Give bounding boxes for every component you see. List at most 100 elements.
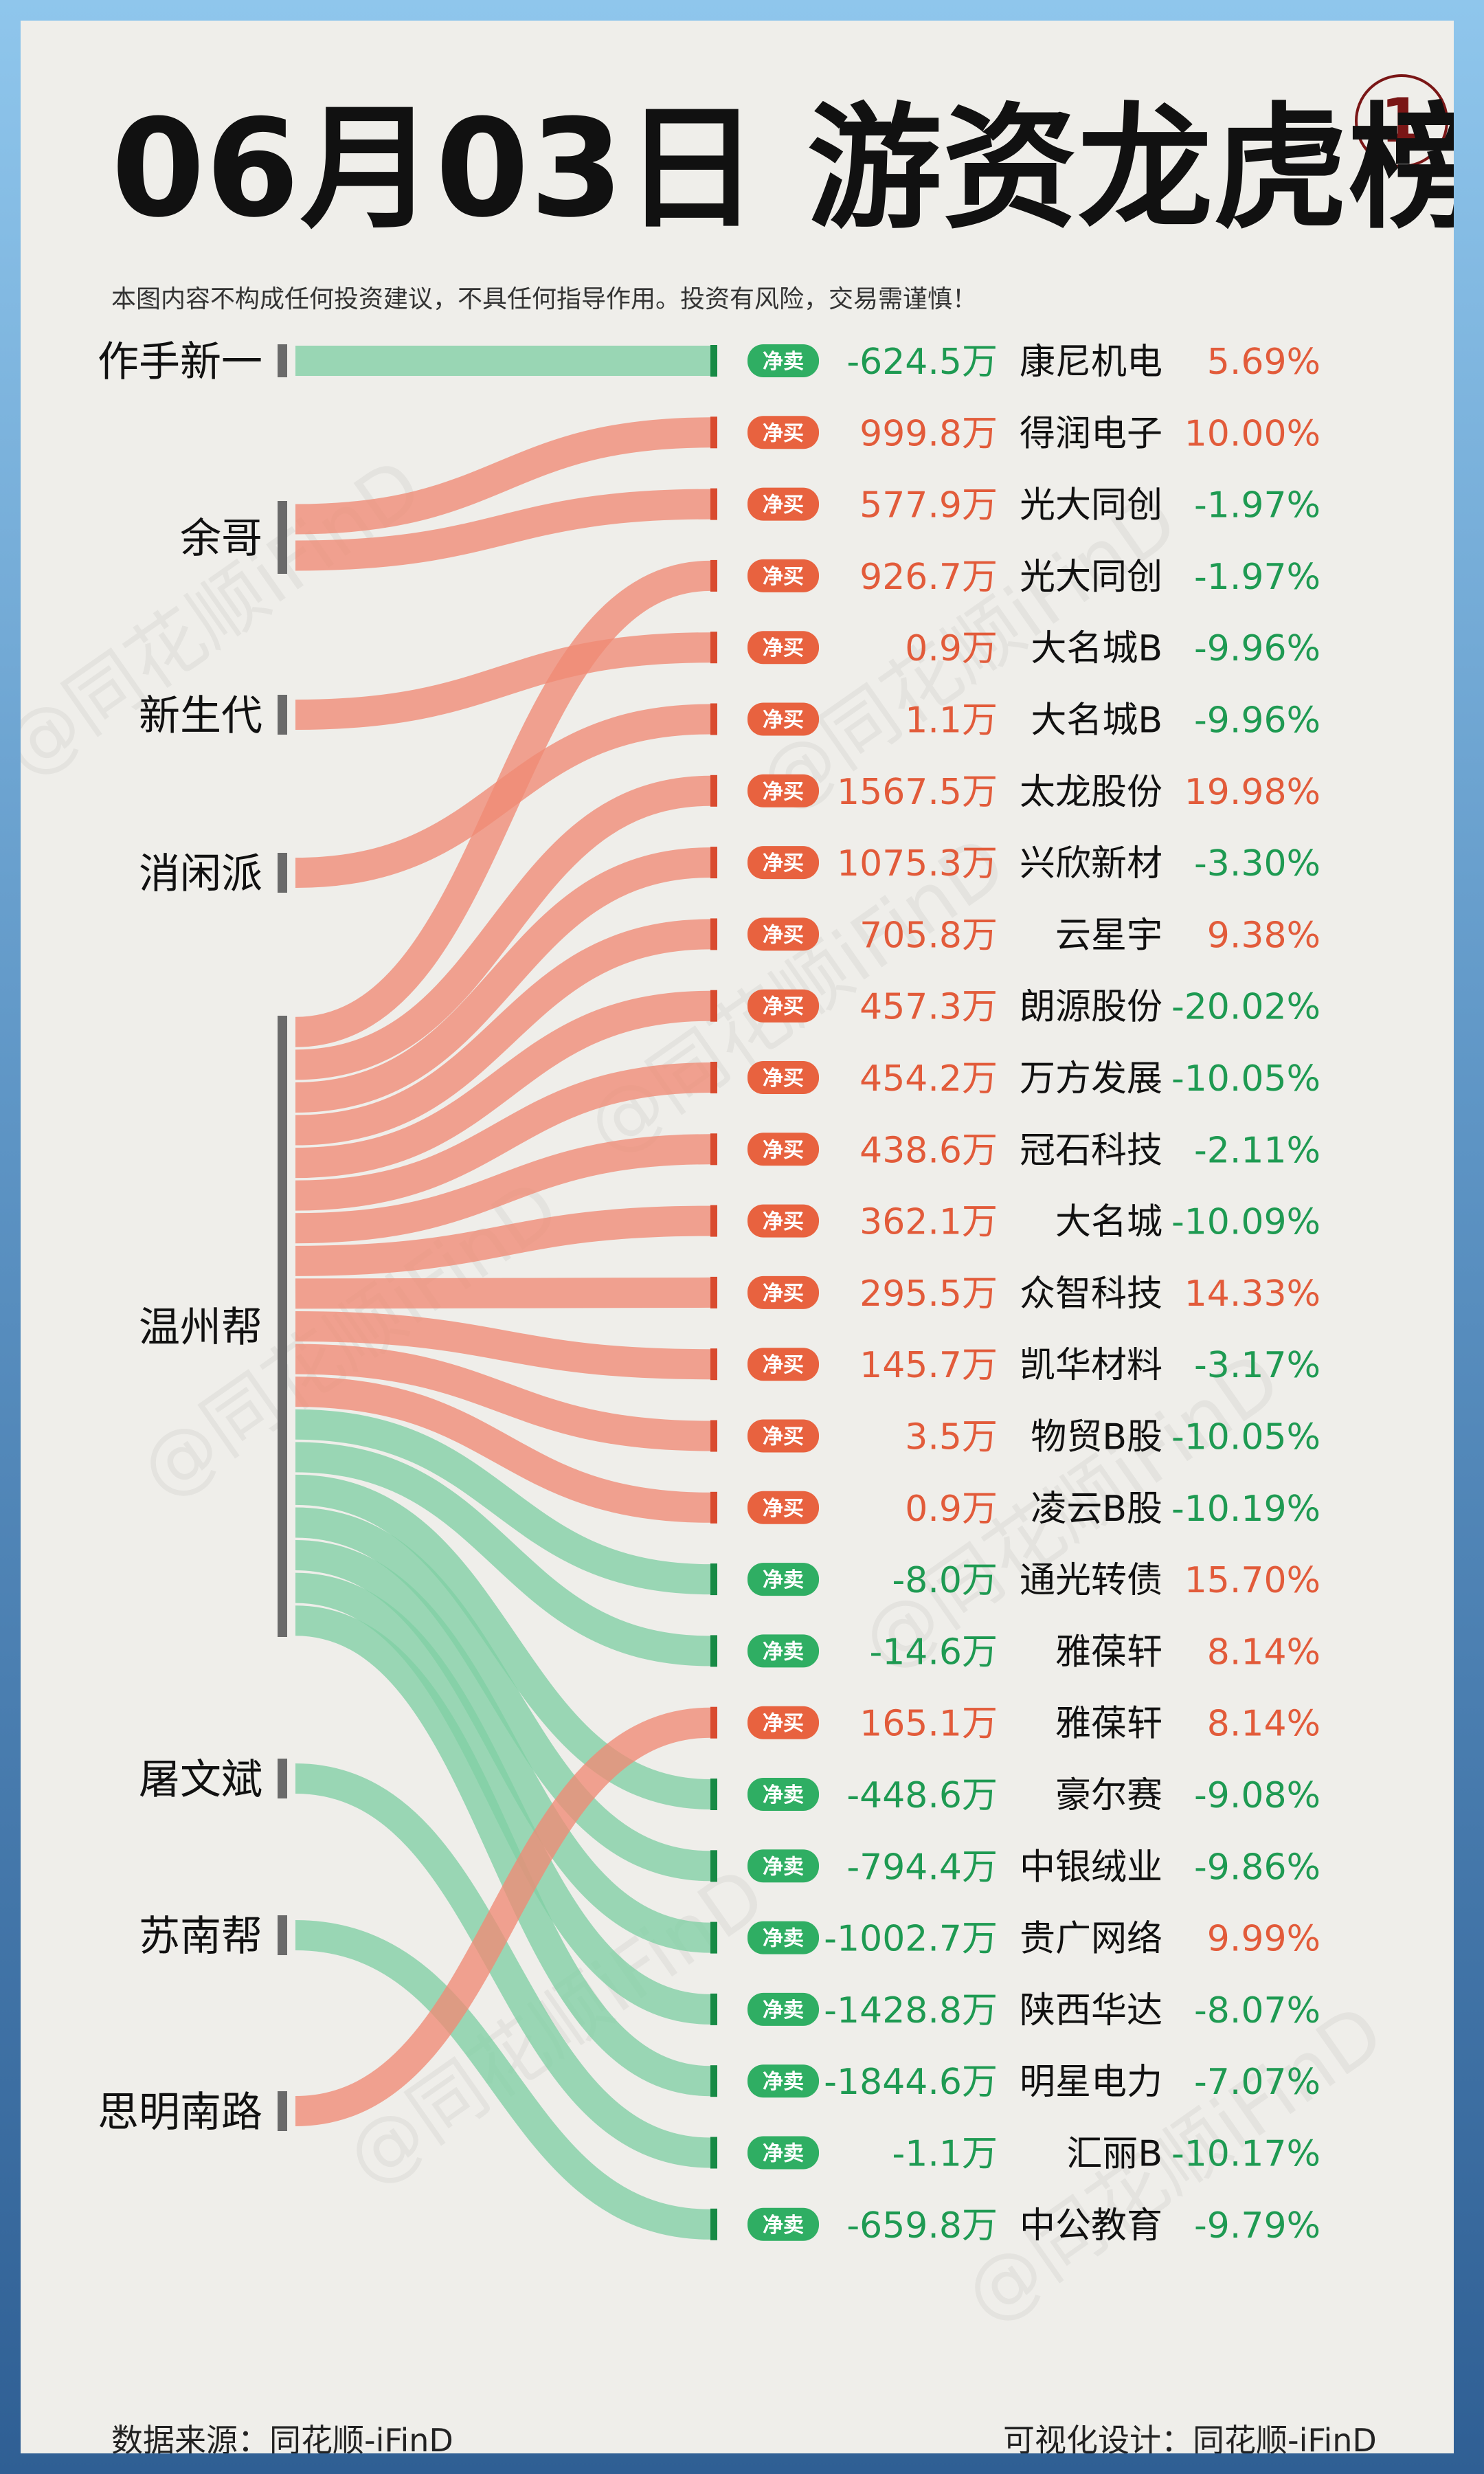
stock-row: 净卖 -659.8万 中公教育 -9.79% (710, 2205, 1320, 2247)
page-title: 06月03日 游资龙虎榜 (111, 91, 1454, 247)
stock-name: 大名城 (1055, 1202, 1162, 1243)
net-sell-tag (747, 2136, 819, 2170)
stock-row: 净买 1075.3万 兴欣新材 -3.30% (710, 843, 1320, 884)
trade-type-label: 净买 (763, 1210, 804, 1234)
stock-name: 贵广网络 (1020, 1919, 1162, 1960)
price-change: 15.70% (1184, 1560, 1320, 1601)
trader-bar (278, 1016, 287, 1637)
flow-band (295, 1707, 711, 2126)
net-buy-tag (747, 1061, 819, 1094)
net-buy-tag (747, 559, 819, 592)
net-amount: 0.9万 (905, 628, 998, 669)
stock-row: 净卖 -1428.8万 陕西华达 -8.07% (710, 1990, 1320, 2031)
stock-name: 雅葆轩 (1055, 1631, 1162, 1673)
trade-type-label: 净买 (763, 709, 804, 733)
price-change: 10.00% (1184, 413, 1320, 454)
trader-bar (278, 1915, 287, 1955)
trade-type-label: 净买 (763, 1282, 804, 1306)
stock-row: 净买 457.3万 朗源股份 -20.02% (710, 987, 1320, 1028)
stock-row: 净买 295.5万 众智科技 14.33% (710, 1273, 1320, 1315)
net-buy-tag (747, 1491, 819, 1524)
trader-bar (278, 853, 287, 893)
trade-type-label: 净卖 (763, 1998, 804, 2022)
stock-name: 豪尔赛 (1055, 1775, 1162, 1816)
trade-type-label: 净买 (763, 1138, 804, 1162)
flow-band (295, 1474, 711, 1809)
flow-band (295, 560, 711, 1047)
price-change: -20.02% (1171, 987, 1320, 1028)
net-sell-tag (747, 2207, 819, 2241)
net-buy-tag (747, 774, 819, 807)
row-end-bar (710, 1921, 717, 1954)
stock-name: 冠石科技 (1020, 1130, 1162, 1171)
trader-bar (278, 695, 287, 735)
price-change: 8.14% (1207, 1704, 1320, 1745)
trader-name: 作手新一 (98, 338, 262, 386)
stock-name: 凯华材料 (1020, 1345, 1162, 1386)
row-end-bar (710, 416, 717, 449)
data-source-note: 数据来源：同花顺-iFinD (111, 2422, 453, 2453)
flow-band (295, 1377, 711, 1523)
stock-name: 朗源股份 (1020, 987, 1162, 1028)
trader-bar (278, 1759, 287, 1798)
net-buy-tag (747, 1419, 819, 1453)
stock-row: 净买 145.7万 凯华材料 -3.17% (710, 1345, 1320, 1386)
flow-band (295, 1763, 711, 2168)
trader-name: 余哥 (180, 515, 262, 563)
price-change: -1.97% (1194, 557, 1320, 598)
net-amount: 0.9万 (905, 1489, 998, 1530)
stock-row: 净买 165.1万 雅葆轩 8.14% (710, 1704, 1320, 1745)
flow-band (295, 1920, 711, 2240)
page-number-badge: 1 (1355, 74, 1448, 168)
net-amount: 165.1万 (859, 1704, 998, 1745)
stock-row: 净买 577.9万 光大同创 -1.97% (710, 485, 1320, 526)
net-amount: -8.0万 (892, 1560, 998, 1601)
flow-band (295, 1311, 711, 1380)
net-buy-tag (747, 989, 819, 1023)
stock-name: 陕西华达 (1020, 1990, 1162, 2031)
net-amount: 577.9万 (859, 485, 998, 526)
trade-type-label: 净买 (763, 780, 804, 804)
row-end-bar (710, 1205, 717, 1237)
net-sell-tag (747, 1634, 819, 1668)
net-amount: 1075.3万 (837, 843, 998, 884)
row-end-bar (710, 632, 717, 664)
trade-type-label: 净买 (763, 1712, 804, 1736)
trade-type-label: 净卖 (763, 2070, 804, 2094)
stock-name: 大名城B (1031, 628, 1162, 669)
price-change: -9.96% (1194, 700, 1320, 742)
trade-type-label: 净卖 (763, 1783, 804, 1807)
net-buy-tag (747, 1133, 819, 1166)
row-end-bar (710, 1062, 717, 1093)
net-buy-tag (747, 1706, 819, 1739)
stock-row: 净卖 -794.4万 中银绒业 -9.86% (710, 1847, 1320, 1888)
trade-type-label: 净买 (763, 493, 804, 517)
stock-row: 净卖 -448.6万 豪尔赛 -9.08% (710, 1775, 1320, 1816)
stock-name: 光大同创 (1020, 485, 1162, 526)
net-amount: -448.6万 (846, 1775, 998, 1816)
net-amount: 438.6万 (859, 1130, 998, 1171)
net-amount: 3.5万 (905, 1417, 998, 1458)
price-change: -3.17% (1194, 1345, 1320, 1386)
stock-row: 净买 705.8万 云星宇 9.38% (710, 915, 1320, 956)
flow-band (295, 1442, 711, 1667)
price-change: 8.14% (1207, 1631, 1320, 1673)
stock-row: 净卖 -1.1万 汇丽B -10.17% (710, 2134, 1320, 2175)
flow-band (295, 1134, 711, 1244)
flow-band (295, 1540, 711, 1953)
trade-type-label: 净卖 (763, 2214, 804, 2238)
stock-name: 明星电力 (1020, 2062, 1162, 2103)
price-change: -8.07% (1194, 1990, 1320, 2031)
trade-type-label: 净买 (763, 636, 804, 660)
stock-row: 净买 1.1万 大名城B -9.96% (710, 700, 1320, 742)
net-amount: -1844.6万 (824, 2062, 998, 2103)
trader-bar (278, 501, 287, 574)
stock-name: 大名城B (1031, 700, 1162, 742)
trade-type-label: 净卖 (763, 1640, 804, 1664)
trader-name: 屠文斌 (139, 1756, 262, 1804)
trader-name: 新生代 (139, 692, 262, 740)
stock-name: 众智科技 (1020, 1273, 1162, 1315)
row-end-bar (710, 2208, 717, 2240)
row-end-bar (710, 1563, 717, 1596)
